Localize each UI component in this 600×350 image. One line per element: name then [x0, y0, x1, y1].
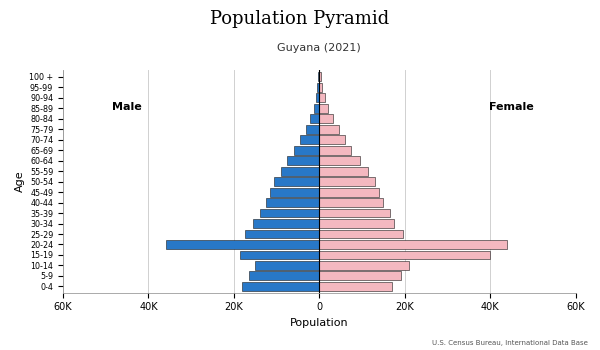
Bar — [319, 198, 383, 207]
Bar — [287, 156, 319, 165]
Text: Male: Male — [112, 102, 142, 112]
Bar — [260, 209, 319, 217]
Bar — [319, 230, 403, 238]
Bar — [266, 198, 319, 207]
Title: Guyana (2021): Guyana (2021) — [277, 43, 361, 53]
X-axis label: Population: Population — [290, 318, 349, 328]
Bar — [166, 240, 319, 249]
Bar — [319, 177, 375, 186]
Bar — [319, 104, 328, 113]
Bar — [319, 219, 394, 228]
Bar — [319, 72, 321, 81]
Bar — [319, 240, 508, 249]
Bar — [319, 188, 379, 196]
Bar — [245, 230, 319, 238]
Bar — [319, 251, 490, 259]
Text: Population Pyramid: Population Pyramid — [211, 10, 389, 28]
Y-axis label: Age: Age — [15, 171, 25, 192]
Bar — [281, 167, 319, 176]
Bar — [317, 83, 319, 92]
Bar — [319, 114, 333, 123]
Bar — [319, 167, 368, 176]
Bar — [319, 209, 390, 217]
Bar — [253, 219, 319, 228]
Bar — [294, 146, 319, 155]
Bar — [319, 125, 338, 134]
Text: U.S. Census Bureau, International Data Base: U.S. Census Bureau, International Data B… — [432, 341, 588, 346]
Bar — [314, 104, 319, 113]
Bar — [270, 188, 319, 196]
Bar — [316, 93, 319, 102]
Bar — [310, 114, 319, 123]
Bar — [241, 251, 319, 259]
Bar — [319, 261, 409, 270]
Bar — [255, 261, 319, 270]
Bar — [319, 146, 352, 155]
Bar — [274, 177, 319, 186]
Bar — [242, 282, 319, 291]
Bar — [319, 282, 392, 291]
Bar — [305, 125, 319, 134]
Bar — [319, 272, 401, 280]
Bar — [300, 135, 319, 144]
Text: Female: Female — [489, 102, 534, 112]
Bar — [319, 83, 322, 92]
Bar — [319, 93, 325, 102]
Bar — [319, 156, 360, 165]
Bar — [249, 272, 319, 280]
Bar — [319, 135, 345, 144]
